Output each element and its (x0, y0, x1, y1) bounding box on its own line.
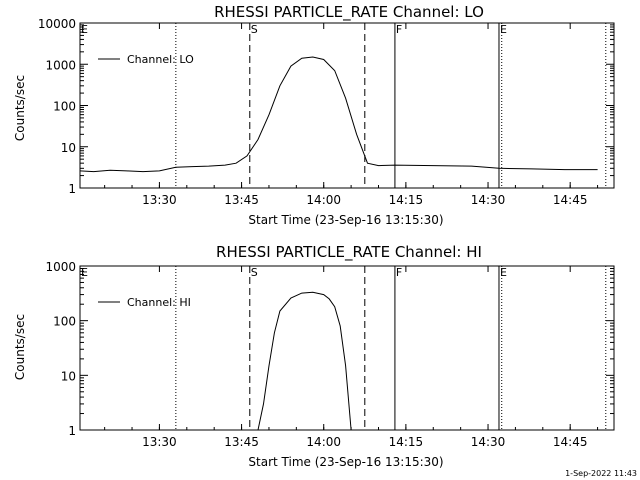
lo-x-axis-label: Start Time (23-Sep-16 13:15:30) (248, 213, 443, 227)
lo-x-tick-label-1: 13:45 (224, 193, 259, 207)
hi-plot-frame (79, 265, 615, 431)
hi-marker-label-0: E (81, 266, 88, 279)
lo-marker-label-5: E (500, 23, 507, 36)
hi-y-tick-label-1: 10 (61, 369, 76, 383)
hi-x-axis-label: Start Time (23-Sep-16 13:15:30) (248, 455, 443, 469)
lo-marker-label-2: S (251, 23, 258, 36)
hi-y-tick-label-0: 1 (68, 424, 76, 438)
hi-y-axis-label: Counts/sec (13, 314, 27, 380)
lo-x-tick-label-3: 14:15 (389, 193, 424, 207)
lo-y-axis-label: Counts/sec (13, 75, 27, 141)
hi-series-line-0 (257, 291, 352, 431)
lo-legend-label: Channel: LO (127, 53, 194, 66)
hi-x-tick-label-5: 14:45 (553, 435, 588, 449)
footer-timestamp: 1-Sep-2022 11:43 (565, 469, 637, 478)
hi-x-tick-label-1: 13:45 (224, 435, 259, 449)
hi-y-tick-label-2: 100 (53, 315, 76, 329)
hi-marker-label-4: F (396, 266, 402, 279)
hi-marker-label-5: E (500, 266, 507, 279)
lo-y-tick-label-4: 10000 (38, 17, 76, 31)
lo-y-tick-label-3: 1000 (45, 58, 76, 72)
hi-chart-title: RHESSI PARTICLE_RATE Channel: HI (216, 243, 482, 262)
hi-x-tick-label-4: 14:30 (471, 435, 506, 449)
lo-x-tick-label-4: 14:30 (471, 193, 506, 207)
lo-y-tick-label-2: 100 (53, 100, 76, 114)
hi-x-tick-label-2: 14:00 (306, 435, 341, 449)
lo-x-tick-label-2: 14:00 (306, 193, 341, 207)
lo-y-tick-label-1: 10 (61, 141, 76, 155)
lo-channel-panel: RHESSI PARTICLE_RATE Channel: LO Start T… (13, 3, 615, 227)
lo-marker-label-0: E (81, 23, 88, 36)
lo-series-line-0 (79, 56, 598, 173)
lo-plot-frame (79, 22, 615, 189)
hi-legend-label: Channel: HI (127, 296, 191, 309)
lo-x-tick-label-0: 13:30 (142, 193, 177, 207)
hi-x-tick-label-0: 13:30 (142, 435, 177, 449)
lo-marker-label-4: F (396, 23, 402, 36)
lo-y-tick-label-0: 1 (68, 182, 76, 196)
hi-marker-label-2: S (251, 266, 258, 279)
lo-x-tick-label-5: 14:45 (553, 193, 588, 207)
hi-channel-panel: RHESSI PARTICLE_RATE Channel: HI Start T… (13, 243, 615, 469)
hi-x-tick-label-3: 14:15 (389, 435, 424, 449)
hi-y-tick-label-3: 1000 (45, 260, 76, 274)
lo-chart-title: RHESSI PARTICLE_RATE Channel: LO (214, 3, 484, 22)
